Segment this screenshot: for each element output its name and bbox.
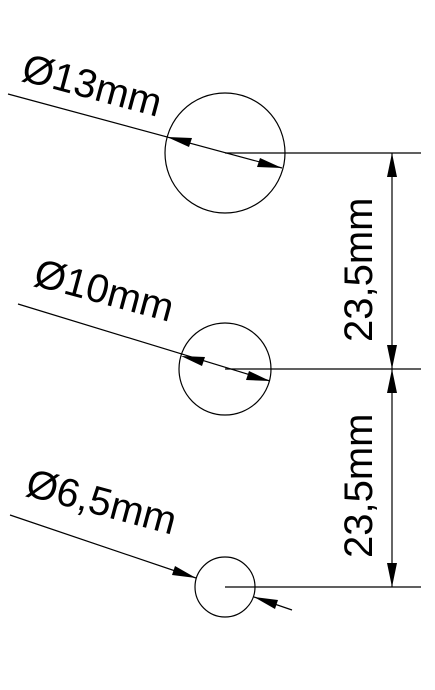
spacing-upper-label: 23,5mm <box>337 198 381 343</box>
hole-6-5mm-leader <box>9 514 197 579</box>
hole-6-5mm-arrow-left <box>172 566 196 578</box>
hole-13mm-arrow-left <box>167 137 192 147</box>
hole-10mm-label: Ø10mm <box>30 251 179 330</box>
spacing-lower-arrow-top <box>387 369 397 393</box>
hole-13mm-arrow-right <box>257 158 282 168</box>
hole-10mm-arrow-right <box>246 371 270 381</box>
hole-6-5mm: Ø6,5mm <box>9 461 293 618</box>
spacing-dimension-upper: 23,5mm <box>337 153 397 369</box>
spacing-dimension-lower: 23,5mm <box>337 369 397 587</box>
hole-6-5mm-label: Ø6,5mm <box>22 461 182 543</box>
hole-10mm-arrow-left <box>181 356 205 366</box>
hole-10mm-leader <box>17 303 271 382</box>
hole-10mm: Ø10mm <box>17 251 272 416</box>
extension-lines <box>225 152 421 588</box>
spacing-upper-arrow-top <box>387 153 397 177</box>
hole-13mm-leader <box>7 93 283 169</box>
spacing-lower-label: 23,5mm <box>337 414 381 559</box>
hole-6-5mm-arrow-right <box>254 597 278 609</box>
spacing-lower-arrow-bottom <box>387 563 397 587</box>
hole-13mm-label: Ø13mm <box>18 46 167 125</box>
hole-13mm: Ø13mm <box>7 46 286 214</box>
spacing-upper-arrow-bottom <box>387 345 397 369</box>
